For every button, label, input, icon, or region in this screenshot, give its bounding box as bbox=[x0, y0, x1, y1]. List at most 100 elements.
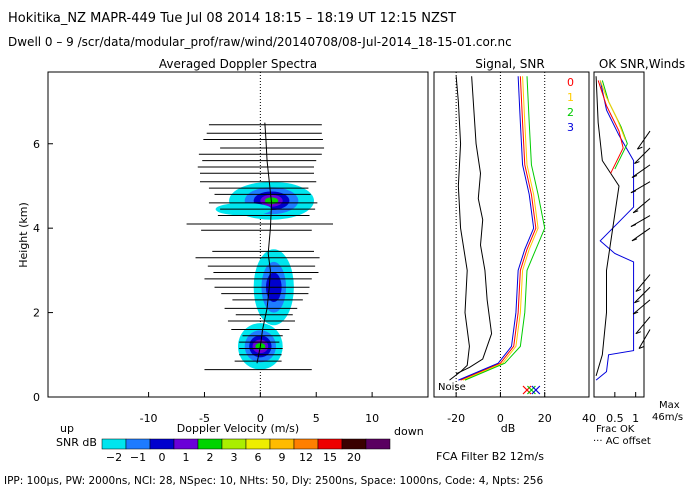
series-extra bbox=[597, 80, 624, 174]
series-frac_ok bbox=[595, 80, 635, 381]
colorbar-tick-label: 20 bbox=[347, 451, 361, 464]
colorbar-swatch bbox=[197, 438, 223, 450]
max-value: 46m/s bbox=[652, 412, 683, 423]
colorbar-swatch bbox=[245, 438, 271, 450]
colorbar-tick-label: 6 bbox=[255, 451, 262, 464]
wind-arrow bbox=[631, 227, 651, 242]
wind-arrow bbox=[635, 316, 651, 334]
wind-arrow bbox=[636, 130, 651, 150]
colorbar-swatch bbox=[221, 438, 247, 450]
series-3 bbox=[458, 76, 535, 381]
x-tick-label: 5 bbox=[313, 412, 320, 425]
signal-title: Signal, SNR bbox=[475, 57, 544, 71]
x-axis-label: Doppler Velocity (m/s) bbox=[177, 422, 299, 435]
winds-x-tick-label: 0.5 bbox=[606, 412, 624, 425]
signal-x-tick-label: 0 bbox=[497, 412, 504, 425]
series-extra bbox=[601, 80, 628, 170]
max-label: Max bbox=[659, 400, 680, 411]
colorbar-tick-label: 3 bbox=[231, 451, 238, 464]
series-2 bbox=[464, 76, 546, 381]
y-tick-label: 2 bbox=[33, 307, 40, 320]
x-tick-label: 10 bbox=[365, 412, 379, 425]
colorbar-tick-label: 15 bbox=[323, 451, 337, 464]
y-tick-label: 0 bbox=[33, 391, 40, 404]
signal-x-tick-label: -20 bbox=[447, 412, 465, 425]
spectra-title: Averaged Doppler Spectra bbox=[159, 57, 317, 71]
spectra-frame bbox=[47, 71, 429, 398]
colorbar-tick-label: −1 bbox=[130, 451, 146, 464]
colorbar-swatch bbox=[293, 438, 319, 450]
wind-arrow-head bbox=[634, 300, 640, 304]
wind-arrow bbox=[630, 181, 651, 194]
header-line-2: Dwell 0 – 9 /scr/data/modular_prof/raw/w… bbox=[8, 35, 512, 49]
colorbar-swatch bbox=[125, 438, 151, 450]
winds-x-tick-label: 1 bbox=[632, 412, 639, 425]
colorbar-tick-label: 2 bbox=[207, 451, 214, 464]
colorbar-swatch bbox=[173, 438, 199, 450]
noise-label: Noise bbox=[438, 382, 466, 393]
series-ac_offset bbox=[595, 76, 620, 377]
wind-arrow-head bbox=[635, 288, 642, 292]
winds-title: OK SNR,Winds bbox=[599, 57, 685, 71]
wind-arrow bbox=[638, 329, 651, 349]
wind-arrow-head bbox=[631, 238, 638, 242]
colorbar-tick-label: 12 bbox=[299, 451, 313, 464]
wind-arrow-head bbox=[638, 346, 645, 349]
wind-arrow bbox=[634, 147, 651, 164]
series-noise bbox=[449, 76, 470, 381]
signal-x-tick-label: 20 bbox=[538, 412, 552, 425]
colorbar-swatch bbox=[101, 438, 127, 450]
x-tick-label: 0 bbox=[257, 412, 264, 425]
header-line-1: Hokitika_NZ MAPR-449 Tue Jul 08 2014 18:… bbox=[8, 11, 456, 26]
legend-entry: 1 bbox=[567, 91, 574, 104]
colorbar-swatch bbox=[365, 438, 391, 450]
colorbar-tick-label: −2 bbox=[106, 451, 122, 464]
marker-x bbox=[527, 385, 536, 395]
wind-arrow bbox=[630, 215, 651, 227]
colorbar-swatch bbox=[317, 438, 343, 450]
wind-arrow-head bbox=[630, 224, 637, 227]
series-0 bbox=[460, 76, 537, 381]
wind-arrow bbox=[631, 164, 651, 178]
wind-arrow bbox=[635, 274, 651, 292]
series-1 bbox=[462, 76, 539, 381]
wind-arrow-head bbox=[632, 311, 639, 315]
spectra-plot: -10 -5 0 5 10 0 2 4 6 bbox=[33, 72, 379, 425]
wind-arrow-head bbox=[631, 175, 638, 178]
colorbar-tick-label: 9 bbox=[279, 451, 286, 464]
x-tick-label: -5 bbox=[199, 412, 210, 425]
wind-arrow bbox=[632, 198, 651, 214]
colorbar-tick-label: 0 bbox=[159, 451, 166, 464]
wind-arrow-head bbox=[635, 331, 642, 335]
fca-filter: FCA Filter B2 12m/s bbox=[436, 450, 544, 463]
marker-x bbox=[522, 385, 532, 395]
colorbar-swatch bbox=[269, 438, 295, 450]
colorbar-label: SNR dB bbox=[56, 436, 97, 449]
winds-plot: 0.5 1 bbox=[595, 76, 651, 425]
signal-plot: -20 0 20 40 0 1 2 3 bbox=[447, 72, 596, 425]
footer-params: IPP: 100µs, PW: 2000ns, NCI: 28, NSpec: … bbox=[4, 475, 543, 487]
frac-ok-label: Frac OK bbox=[596, 424, 635, 435]
series-signal bbox=[455, 76, 493, 375]
winds-frame bbox=[593, 71, 645, 398]
signal-frame bbox=[433, 71, 590, 398]
colorbar-tick-label: 1 bbox=[183, 451, 190, 464]
colorbar: −2 −1 0 1 2 3 6 9 12 15 20 bbox=[101, 438, 391, 464]
colorbar-up: up bbox=[60, 422, 74, 435]
colorbar-down: down bbox=[394, 425, 424, 438]
wind-arrow-head bbox=[637, 146, 643, 150]
legend-entry: 0 bbox=[567, 76, 574, 89]
x-tick-label: -10 bbox=[140, 412, 158, 425]
wind-arrow-head bbox=[632, 210, 639, 214]
legend-entry: 2 bbox=[567, 106, 574, 119]
marker-x bbox=[531, 385, 541, 395]
mean-velocity-line bbox=[256, 122, 273, 364]
legend-entry: 3 bbox=[567, 121, 574, 134]
colorbar-swatch bbox=[341, 438, 367, 450]
wind-arrow-head bbox=[634, 161, 640, 164]
signal-x-label: dB bbox=[501, 422, 516, 435]
ac-offset-label: ··· AC offset bbox=[593, 436, 651, 447]
y-axis-label: Height (km) bbox=[17, 202, 30, 268]
y-tick-label: 4 bbox=[33, 222, 40, 235]
